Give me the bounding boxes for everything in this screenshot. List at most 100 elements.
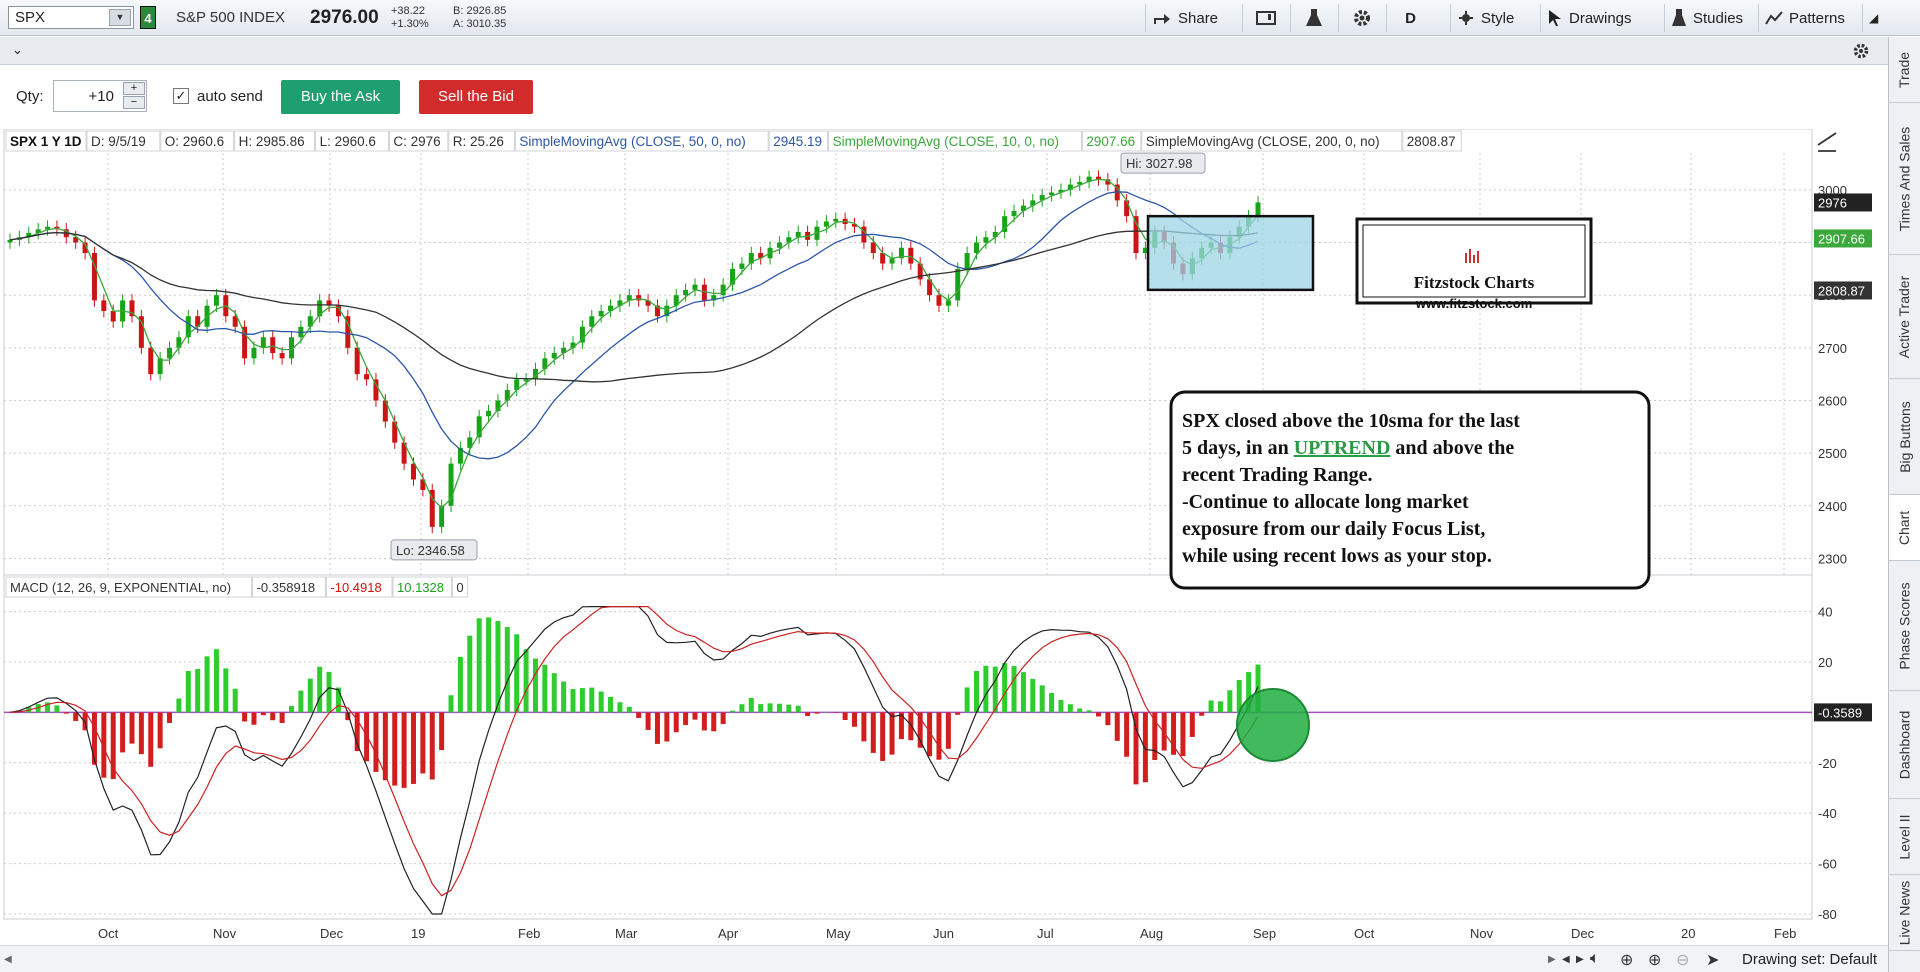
- qty-stepper[interactable]: + −: [123, 82, 145, 110]
- tab-live-news[interactable]: Live News: [1889, 875, 1920, 951]
- macd-bar: [373, 712, 379, 772]
- zoom-in-icon[interactable]: ⊕: [1648, 952, 1662, 969]
- macd-bar: [54, 705, 60, 713]
- candle-body: [195, 316, 201, 327]
- macd-bar: [786, 704, 792, 713]
- tab-level-ii[interactable]: Level II: [1889, 799, 1920, 875]
- candle-body: [1255, 202, 1261, 217]
- macd-frame: [3, 574, 1813, 920]
- candle-body: [532, 368, 538, 380]
- tab-big-buttons[interactable]: Big Buttons: [1889, 379, 1920, 495]
- macd-bar: [992, 666, 998, 713]
- share-button[interactable]: Share: [1145, 4, 1224, 32]
- macd-bar: [467, 635, 473, 713]
- macd-bar: [636, 712, 642, 718]
- flask-button[interactable]: [1290, 4, 1336, 32]
- macd-bar: [776, 703, 782, 713]
- scroll-left-icon[interactable]: ◀: [4, 954, 12, 965]
- tab-label: Chart: [1896, 510, 1913, 545]
- tab-times-and-sales[interactable]: Times And Sales: [1889, 103, 1920, 255]
- macd-bar: [185, 670, 191, 713]
- auto-send-checkbox[interactable]: ✓: [173, 88, 189, 104]
- page-left-icon[interactable]: ◀: [1562, 954, 1570, 965]
- lo-label-text: Lo: 2346.58: [396, 543, 465, 558]
- style-button[interactable]: Style: [1450, 4, 1520, 32]
- tab-trade[interactable]: Trade: [1889, 37, 1920, 103]
- tab-phase-scores[interactable]: Phase Scores: [1889, 561, 1920, 691]
- time-tick-label: Jun: [933, 926, 954, 941]
- pointer-icon[interactable]: ➤: [1706, 952, 1720, 969]
- scroll-right-icon[interactable]: ▶: [1548, 954, 1556, 965]
- candle-body: [898, 247, 904, 259]
- zoom-out-icon[interactable]: ⊖: [1676, 952, 1690, 969]
- macd-bar: [1133, 712, 1139, 785]
- annotation-line: exposure from our daily Focus List,: [1182, 518, 1485, 540]
- candle-body: [439, 505, 445, 527]
- tab-chart[interactable]: Chart: [1889, 495, 1920, 561]
- candle-body: [364, 374, 370, 380]
- candle-body: [608, 305, 614, 311]
- candle-body: [129, 300, 135, 317]
- macd-bar: [1020, 672, 1026, 713]
- macd-bar: [898, 712, 904, 740]
- tab-dashboard[interactable]: Dashboard: [1889, 691, 1920, 799]
- speaker-icon[interactable]: 🔈︎: [1590, 950, 1600, 967]
- crosshair-icon[interactable]: ⊕: [1620, 952, 1634, 969]
- time-tick-label: Nov: [213, 926, 237, 941]
- macd-bar: [486, 617, 492, 713]
- macd-bar: [964, 687, 970, 713]
- studies-button[interactable]: Studies: [1664, 4, 1749, 32]
- annotation-line: -Continue to allocate long market: [1182, 491, 1469, 513]
- aggregation-label: D: [1405, 9, 1416, 27]
- drawing-set-label[interactable]: Drawing set: Default: [1742, 951, 1878, 968]
- sell-the-bid-button[interactable]: Sell the Bid: [419, 80, 533, 114]
- more-menu-icon[interactable]: ◢: [1862, 4, 1886, 32]
- collapse-chevron-icon[interactable]: ⌄: [12, 42, 23, 57]
- candle-body: [326, 300, 332, 306]
- sma10-badge: 2907.66: [1818, 231, 1865, 246]
- link-group-badge[interactable]: 4: [140, 6, 156, 29]
- annotation-box: [1169, 390, 1651, 590]
- candle-body: [955, 268, 961, 301]
- symbol-input[interactable]: SPX ▼: [8, 6, 134, 29]
- macd-bar: [138, 712, 144, 755]
- tab-active-trader[interactable]: Active Trader: [1889, 255, 1920, 379]
- chart-area[interactable]: SPX 1 Y 1D D: 9/5/19 O: 2960.6 H: 2985.86 L:…: [0, 129, 1888, 945]
- macd-bar: [1124, 712, 1130, 757]
- drawings-button[interactable]: Drawings: [1540, 4, 1638, 32]
- candle-body: [748, 253, 754, 264]
- macd-bar: [758, 704, 764, 713]
- macd-bar: [692, 712, 698, 720]
- macd-bar: [814, 712, 820, 714]
- qty-decrement-icon[interactable]: −: [123, 96, 145, 109]
- macd-bar: [927, 712, 933, 757]
- buy-the-ask-button[interactable]: Buy the Ask: [281, 80, 400, 114]
- patterns-button[interactable]: Patterns: [1758, 4, 1851, 32]
- aggregation-button[interactable]: D: [1386, 4, 1434, 32]
- sma10-badge-bg: [1814, 229, 1872, 248]
- macd-bar: [345, 712, 351, 721]
- notes-button[interactable]: [1242, 4, 1288, 32]
- macd-bar: [251, 712, 257, 725]
- qty-increment-icon[interactable]: +: [123, 82, 145, 95]
- ask-price: A: 3010.35: [453, 18, 507, 30]
- annotation-text: 5 days, in an: [1182, 437, 1294, 459]
- fitzstock-logo: Fitzstock Charts www.fitzstock.com: [1355, 217, 1593, 311]
- time-tick-label: 20: [1681, 926, 1695, 941]
- symbol-dropdown-icon[interactable]: ▼: [109, 9, 131, 26]
- macd-bar: [1095, 712, 1101, 717]
- candle-body: [35, 229, 41, 234]
- top-toolbar: SPX ▼ 4 S&P 500 INDEX 2976.00 +38.22 +1.…: [0, 0, 1920, 36]
- page-right-icon[interactable]: ▶: [1576, 954, 1584, 965]
- order-entry-bar: Qty: +10 + − ✓ auto send Buy the Ask Sel…: [0, 66, 1888, 129]
- macd-info-cell: [392, 576, 452, 598]
- macd-bar: [213, 649, 219, 713]
- time-tick-label: Dec: [320, 926, 344, 941]
- settings-button[interactable]: [1338, 4, 1384, 32]
- macd-bar: [1142, 712, 1148, 783]
- tab-label: Trade: [1896, 51, 1913, 88]
- time-tick-label: Feb: [1774, 926, 1796, 941]
- macd-bar: [45, 702, 51, 713]
- chart-settings-gear-icon[interactable]: [1852, 42, 1870, 60]
